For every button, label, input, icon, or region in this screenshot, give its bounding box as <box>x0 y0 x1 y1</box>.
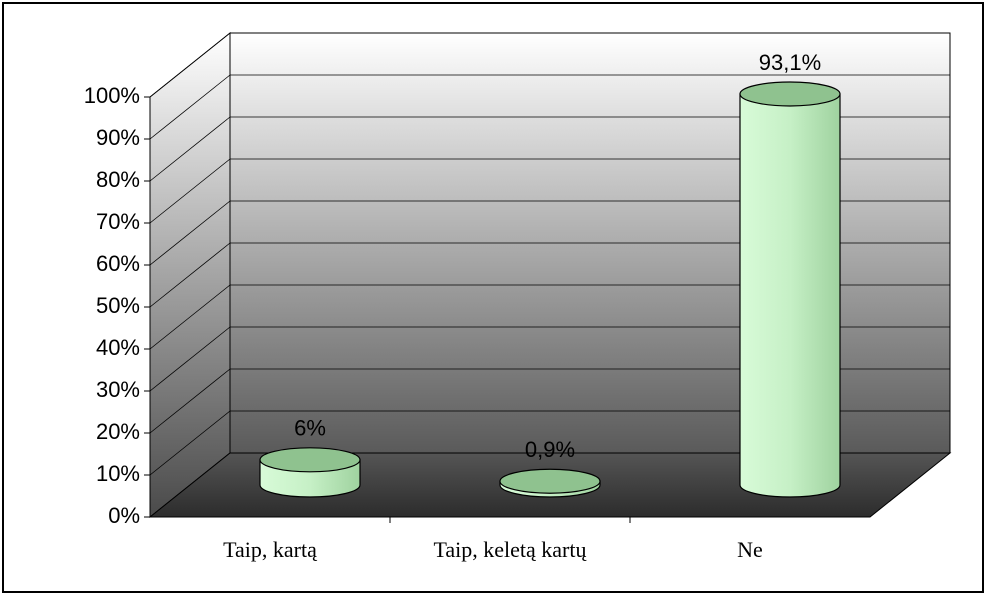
y-tick-label: 40% <box>96 335 140 360</box>
grid-line <box>149 368 231 434</box>
value-label: 93,1% <box>759 50 821 75</box>
grid-line <box>149 32 231 98</box>
value-label: 0,9% <box>525 437 575 462</box>
bar-part <box>739 93 841 498</box>
bar <box>739 81 841 498</box>
bar-part <box>739 81 841 107</box>
grid-line <box>149 242 231 308</box>
y-tick-label: 20% <box>96 419 140 444</box>
y-tick-label: 60% <box>96 251 140 276</box>
y-tick-label: 80% <box>96 167 140 192</box>
y-tick-label: 10% <box>96 461 140 486</box>
value-label: 6% <box>294 416 326 441</box>
grid-line <box>149 326 231 392</box>
x-tick-label: Ne <box>737 537 763 562</box>
x-tick-label: Taip, kartą <box>223 537 317 562</box>
grid-line <box>149 410 231 476</box>
y-tick-label: 50% <box>96 293 140 318</box>
bar-part <box>259 447 361 473</box>
bar <box>499 468 601 498</box>
grid-line <box>149 284 231 350</box>
y-tick-label: 30% <box>96 377 140 402</box>
bar-part <box>499 468 601 494</box>
y-tick-label: 70% <box>96 209 140 234</box>
grid-line <box>149 158 231 224</box>
grid-line <box>149 200 231 266</box>
grid-line <box>149 116 231 182</box>
y-tick-label: 90% <box>96 125 140 150</box>
bar <box>259 447 361 498</box>
grid-line <box>149 74 231 140</box>
y-tick-label: 100% <box>84 83 140 108</box>
x-tick-label: Taip, keletą kartų <box>433 537 587 562</box>
y-tick-label: 0% <box>108 503 140 528</box>
